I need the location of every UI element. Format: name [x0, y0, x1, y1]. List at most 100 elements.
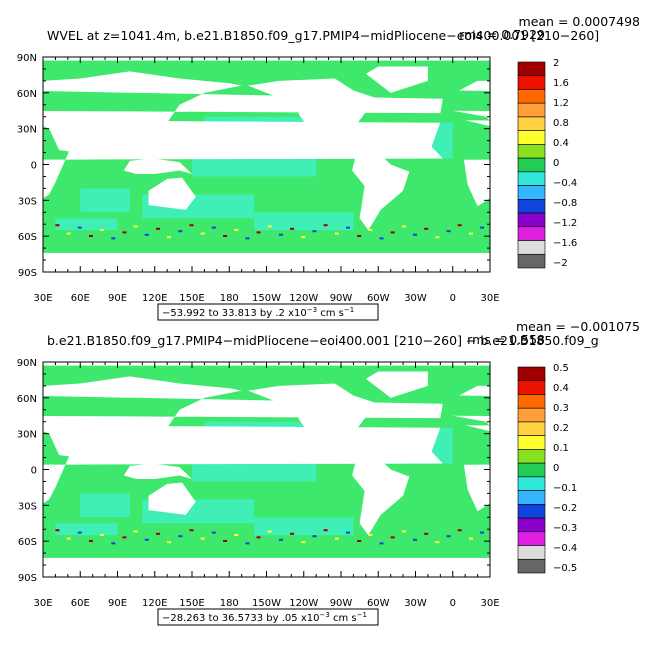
colorbar-label: −0.4	[553, 543, 577, 554]
colorbar-box	[517, 394, 546, 409]
noise	[401, 530, 406, 533]
colorbar-label: 0	[553, 158, 559, 169]
noise	[77, 226, 82, 229]
noise	[368, 229, 373, 231]
lon-label: 0	[450, 598, 456, 609]
noise	[55, 529, 60, 532]
lon-label: 60W	[367, 598, 390, 609]
colorbar-box	[517, 171, 546, 186]
lon-label: 30E	[33, 293, 52, 304]
noise	[446, 230, 451, 233]
noise	[234, 229, 239, 231]
colorbar-box	[517, 157, 546, 173]
lat-label: 90N	[17, 358, 37, 369]
land	[352, 152, 410, 231]
noise	[334, 232, 339, 235]
colorbar-box	[517, 558, 546, 574]
noise	[223, 539, 228, 542]
colorbar-label: −0.8	[553, 198, 577, 209]
noise	[167, 236, 172, 239]
colorbar-box	[517, 421, 546, 436]
noise	[100, 534, 105, 536]
range-text: −28.263 to 36.5733 by .05 x10−3 cm s−1	[162, 611, 367, 624]
noise	[424, 532, 429, 535]
noise	[223, 234, 228, 237]
land	[463, 425, 490, 512]
noise	[189, 529, 194, 532]
noise	[401, 225, 406, 228]
noise	[66, 232, 71, 235]
land	[365, 371, 428, 398]
lon-label: 90W	[330, 293, 353, 304]
noise	[267, 530, 272, 533]
lat-label: 90N	[17, 53, 37, 64]
noise	[200, 537, 205, 540]
noise	[234, 534, 239, 536]
colorbar-label: −0.1	[553, 483, 577, 494]
colorbar-label: 2	[553, 58, 559, 69]
lon-label: 150E	[179, 293, 204, 304]
land	[571, 159, 639, 175]
land	[452, 80, 490, 122]
ocean-patch	[55, 218, 118, 231]
range-unit-exponent: −1	[357, 611, 367, 619]
lat-label: 30S	[18, 501, 37, 512]
colorbar-label: −1.6	[553, 238, 577, 249]
rms: rms = 0.558	[467, 332, 545, 347]
noise	[167, 541, 172, 544]
lat-label: 0	[31, 161, 37, 172]
range-unit-exponent: −1	[344, 306, 354, 314]
noise	[144, 538, 149, 541]
colorbar-box	[517, 226, 546, 241]
noise	[256, 536, 261, 539]
colorbar-label: −0.2	[553, 503, 577, 514]
lat-label: 60S	[18, 537, 37, 548]
colorbar-label: −0.5	[553, 563, 577, 574]
land	[43, 376, 443, 464]
noise	[278, 233, 283, 236]
colorbar-label: 0.1	[553, 443, 569, 454]
noise	[312, 230, 317, 233]
noise	[211, 531, 216, 534]
range-exponent: −3	[319, 611, 329, 619]
ocean-patch	[254, 212, 354, 231]
mean: mean = 0.0007498	[519, 14, 641, 29]
colorbar-label: −1.2	[553, 218, 577, 229]
noise	[424, 227, 429, 230]
noise	[290, 532, 295, 535]
colorbar-label: 0.4	[553, 138, 569, 149]
lat-label: 90S	[18, 573, 37, 584]
colorbar-box	[517, 75, 546, 90]
colorbar-box	[517, 490, 546, 505]
range-box	[157, 608, 379, 626]
noise	[133, 225, 138, 228]
noise	[368, 534, 373, 536]
noise	[245, 542, 250, 545]
lat-label: 30S	[18, 196, 37, 207]
lat-label: 60N	[17, 394, 37, 405]
colorbar-box	[517, 366, 546, 382]
mean: mean = −0.001075	[516, 319, 640, 334]
noise	[200, 232, 205, 235]
noise	[345, 226, 350, 229]
noise	[491, 235, 495, 237]
colorbar-box	[517, 449, 546, 464]
lon-label: 90W	[330, 598, 353, 609]
colorbar-box	[517, 199, 546, 214]
range-text: −53.992 to 33.813 by .2 x10−3 cm s−1	[162, 306, 354, 319]
lon-label: 30E	[480, 598, 499, 609]
colorbar-label: 0.8	[553, 118, 569, 129]
lon-label: 60E	[71, 598, 90, 609]
noise	[301, 541, 306, 544]
colorbar-box	[517, 185, 546, 200]
lon-label: 90E	[108, 293, 127, 304]
lon-label: 30E	[33, 598, 52, 609]
colorbar-box	[517, 504, 546, 519]
lon-label: 30W	[404, 293, 427, 304]
land	[452, 385, 490, 427]
land	[123, 158, 192, 175]
land	[352, 457, 410, 536]
lon-label: 90E	[108, 598, 127, 609]
colorbar-box	[517, 407, 546, 423]
noise	[357, 539, 362, 542]
